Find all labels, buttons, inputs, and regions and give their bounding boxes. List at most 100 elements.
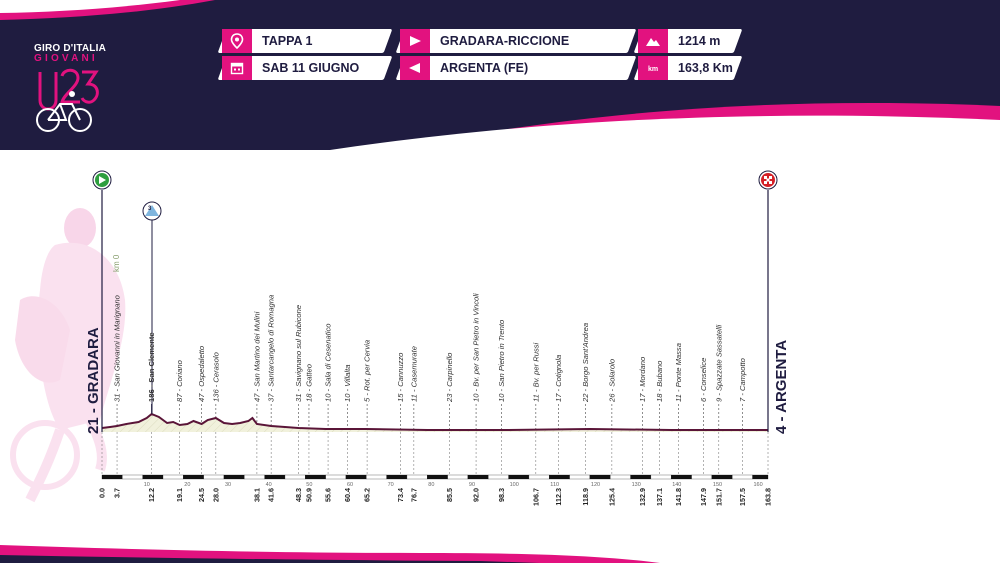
location-pin-icon [222,29,252,53]
scale-segment [488,474,509,480]
scale-segment [223,474,245,480]
waypoint-km: 12.2 [147,488,156,502]
distance-icon: km [638,56,668,80]
scale-segment [203,474,225,480]
waypoint-name: 9 - Spazzate Sassatelli [714,324,723,402]
waypoint-km: 92.0 [472,488,481,502]
scale-segment [406,474,428,480]
scale-tick-label: 40 [266,482,272,488]
waypoint-km: 50.9 [305,488,314,502]
waypoint-km: 137.1 [655,488,664,506]
distance-scale-bar: 10 20 30 40 50 60 70 80 90 100 110 120 130 140 150 160 [101,474,769,488]
waypoint-name: 47 - San Martino dei Mulini [252,311,261,402]
scale-segment [122,474,143,480]
waypoint-km: 141.8 [674,488,683,506]
waypoint-name: 18 - Gatteo [305,364,314,402]
waypoint-name: 10 - Sala di Cesenatico [324,323,333,402]
logo-line2: GIOVANI [34,53,98,64]
scale-tick-label: 50 [306,482,312,488]
waypoint-km: 3.7 [113,488,122,498]
scale-tick-label: 80 [428,482,434,488]
waypoint-name: 37 - Santarcangelo di Romagna [267,295,276,402]
profile-fill [102,414,768,432]
scale-tick-label: 20 [184,482,190,488]
scale-tick-label: 150 [713,482,722,488]
stage-date: SAB 11 GIUGNO [262,61,360,75]
scale-tick-label: 110 [550,482,559,488]
scale-tick-label: 140 [672,482,681,488]
waypoint-name: 10 - San Pietro in Trento [497,320,506,402]
scale-segment [467,474,489,480]
scale-segment [569,474,591,480]
scale-segment [264,474,286,480]
waypoint-name: 15 - Cannuzzo [396,353,405,402]
kom-category: 3 [148,206,152,212]
scale-segment [142,474,164,480]
waypoint-km: 106.7 [531,488,540,506]
scale-segment [650,474,672,480]
scale-tick-label: 10 [144,482,150,488]
bottom-swoosh [0,545,660,563]
scale-segment [508,474,530,480]
waypoint-km: 112.3 [554,488,563,506]
waypoint-name: 10 - Bv. per San Pietro in Vincoli [472,293,481,402]
waypoint-name: 136 - Cerasolo [211,352,220,402]
scale-tick-label: 30 [225,482,231,488]
calendar-icon [222,56,252,80]
scale-segment [732,474,753,480]
date-pill: SAB 11 GIUGNO [217,56,393,80]
stage-number: TAPPA 1 [262,34,313,48]
waypoint-name: 23 - Carpinello [445,353,454,403]
waypoint-km: 19.1 [175,488,184,502]
mountain-icon [638,29,668,53]
scale-segment [528,474,550,480]
finish-arrow-icon [400,56,430,80]
header-background [0,0,1000,150]
scale-segment [691,474,713,480]
finish-town: ARGENTA (FE) [440,61,529,75]
scale-segment [630,474,652,480]
scale-segment [610,474,631,480]
scale-tick-label: 90 [469,482,475,488]
waypoint-name: 11 - Bv. per Russi [531,342,540,402]
scale-segment [183,474,204,480]
scale-segment [345,474,367,480]
waypoint-name: 6 - Conselice [699,358,708,402]
scale-segment [305,474,326,480]
waypoint-name: 31 - San Giovanni in Marignano [113,295,122,402]
scale-tick-label: 60 [347,482,353,488]
elevation-gain: 1214 m [678,34,721,48]
waypoint-km: 98.3 [497,488,506,502]
giro-logo: GIRO D'ITALIA GIOVANI [28,40,108,140]
profile-svg: 3 km 0 21 - GRADARA 4 - ARGENTA 10 20 30 40… [10,170,790,506]
waypoint-km: 125.4 [607,488,616,506]
waypoint-name: 26 - Solarolo [607,359,616,403]
route-pill: GRADARA-RICCIONE [395,29,637,53]
waypoint-name: 186 - San Clemente [147,332,156,402]
scale-segment [101,474,123,480]
scale-segment [162,474,184,480]
waypoint-km: 48.3 [294,488,303,502]
waypoint-name: 18 - Bubano [655,361,664,402]
waypoint-name: 17 - Cotignola [554,355,563,402]
waypoint-km: 85.5 [445,488,454,502]
scale-segment [589,474,611,480]
waypoint-name: 22 - Borgo Sant'Andrea [581,323,590,403]
scale-segment [427,474,448,480]
start-marker-icon [92,170,112,190]
waypoint-km: 76.7 [409,488,418,502]
scale-segment [711,474,733,480]
finish-town-label: 4 - ARGENTA [773,340,790,434]
total-distance: 163,8 Km [678,61,733,75]
waypoint-name: 47 - Ospedaletto [197,346,206,402]
scale-segment [549,474,570,480]
start-town-label: 21 - GRADARA [85,327,102,434]
waypoint-km: 118.9 [581,488,590,506]
scale-segment [671,474,692,480]
waypoint-lines [101,404,769,476]
waypoint-km: 65.2 [363,488,372,502]
profile-line [101,412,768,431]
waypoint-name: 7 - Campotto [738,358,747,402]
waypoint-name: 10 - Villalta [343,365,352,402]
waypoint-km: 147.9 [699,488,708,506]
